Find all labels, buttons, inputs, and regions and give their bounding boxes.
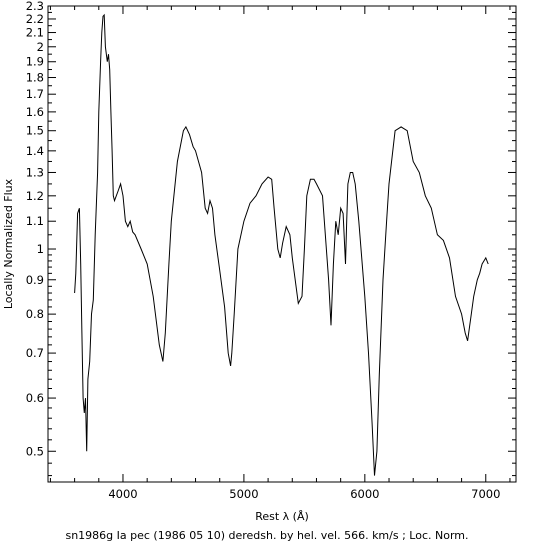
y-tick-label: 0.8 — [26, 307, 44, 321]
y-tick-label: 2 — [37, 40, 44, 54]
y-tick-label: 0.9 — [26, 273, 44, 287]
x-tick-label: 7000 — [471, 487, 500, 501]
y-tick-label: 0.7 — [26, 346, 44, 360]
y-axis-title: Locally Normalized Flux — [2, 178, 15, 309]
axis-ticks — [48, 5, 516, 482]
y-tick-label: 1.2 — [26, 189, 44, 203]
caption: sn1986g Ia pec (1986 05 10) deredsh. by … — [65, 529, 468, 542]
y-tick-label: 1.6 — [26, 105, 44, 119]
series-line — [74, 13, 489, 476]
y-tick-label: 0.6 — [26, 391, 44, 405]
y-tick-label: 1.3 — [26, 165, 44, 179]
x-tick-label: 4000 — [108, 487, 137, 501]
y-tick-label: 2.3 — [26, 0, 44, 13]
tick-labels: 4000 5000 6000 7000 0.5 0.6 0.7 0.8 0.9 1 1.1 1.2 1.… — [26, 0, 501, 501]
y-tick-label: 2.2 — [26, 12, 44, 26]
y-tick-label: 1.1 — [26, 214, 44, 228]
y-tick-label: 1.4 — [26, 144, 44, 158]
y-tick-label: 2.1 — [26, 26, 44, 40]
y-tick-label: 1 — [37, 242, 44, 256]
y-tick-label: 1.5 — [26, 124, 44, 138]
y-tick-label: 1.7 — [26, 87, 44, 101]
y-tick-label: 1.9 — [26, 55, 44, 69]
y-tick-label: 1.8 — [26, 71, 44, 85]
plot-frame — [47, 5, 517, 483]
y-tick-label: 0.5 — [26, 444, 44, 458]
x-tick-label: 6000 — [350, 487, 379, 501]
x-axis-title: Rest λ (Å) — [255, 510, 309, 523]
x-tick-label: 5000 — [229, 487, 258, 501]
